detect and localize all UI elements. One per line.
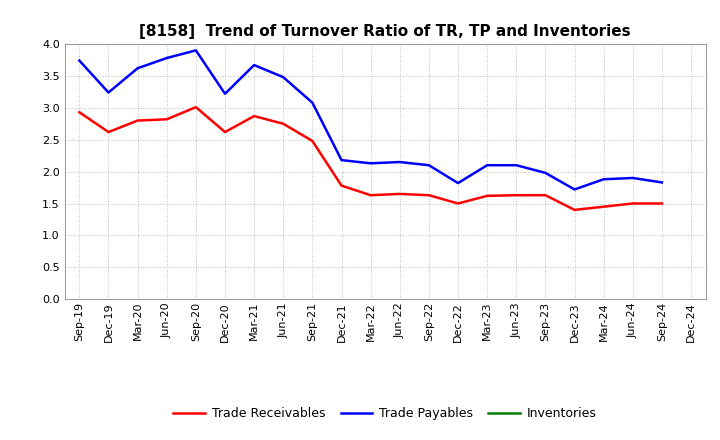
Trade Receivables: [250, 114, 258, 119]
Trade Receivables: [425, 193, 433, 198]
Trade Receivables: [75, 110, 84, 115]
Trade Payables: [192, 48, 200, 53]
Trade Receivables: [570, 207, 579, 213]
Trade Payables: [657, 180, 666, 185]
Trade Receivables: [133, 118, 142, 123]
Trade Receivables: [192, 105, 200, 110]
Trade Payables: [454, 180, 462, 186]
Legend: Trade Receivables, Trade Payables, Inventories: Trade Receivables, Trade Payables, Inven…: [168, 403, 602, 425]
Trade Payables: [279, 74, 287, 80]
Trade Payables: [75, 58, 84, 63]
Trade Receivables: [220, 129, 229, 135]
Trade Receivables: [337, 183, 346, 188]
Title: [8158]  Trend of Turnover Ratio of TR, TP and Inventories: [8158] Trend of Turnover Ratio of TR, TP…: [140, 24, 631, 39]
Trade Receivables: [163, 117, 171, 122]
Trade Payables: [366, 161, 375, 166]
Trade Receivables: [483, 193, 492, 198]
Trade Payables: [395, 159, 404, 165]
Trade Receivables: [657, 201, 666, 206]
Trade Receivables: [395, 191, 404, 197]
Trade Receivables: [454, 201, 462, 206]
Trade Payables: [512, 162, 521, 168]
Trade Payables: [308, 100, 317, 105]
Line: Trade Receivables: Trade Receivables: [79, 107, 662, 210]
Trade Payables: [163, 55, 171, 61]
Trade Payables: [337, 158, 346, 163]
Trade Receivables: [104, 129, 113, 135]
Trade Payables: [250, 62, 258, 68]
Trade Payables: [220, 91, 229, 96]
Line: Trade Payables: Trade Payables: [79, 50, 662, 190]
Trade Payables: [629, 176, 637, 181]
Trade Payables: [541, 170, 550, 176]
Trade Payables: [599, 176, 608, 182]
Trade Receivables: [512, 193, 521, 198]
Trade Payables: [133, 66, 142, 71]
Trade Receivables: [541, 193, 550, 198]
Trade Receivables: [629, 201, 637, 206]
Trade Payables: [570, 187, 579, 192]
Trade Receivables: [366, 193, 375, 198]
Trade Payables: [104, 90, 113, 95]
Trade Receivables: [599, 204, 608, 209]
Trade Receivables: [279, 121, 287, 126]
Trade Payables: [425, 162, 433, 168]
Trade Receivables: [308, 138, 317, 143]
Trade Payables: [483, 162, 492, 168]
